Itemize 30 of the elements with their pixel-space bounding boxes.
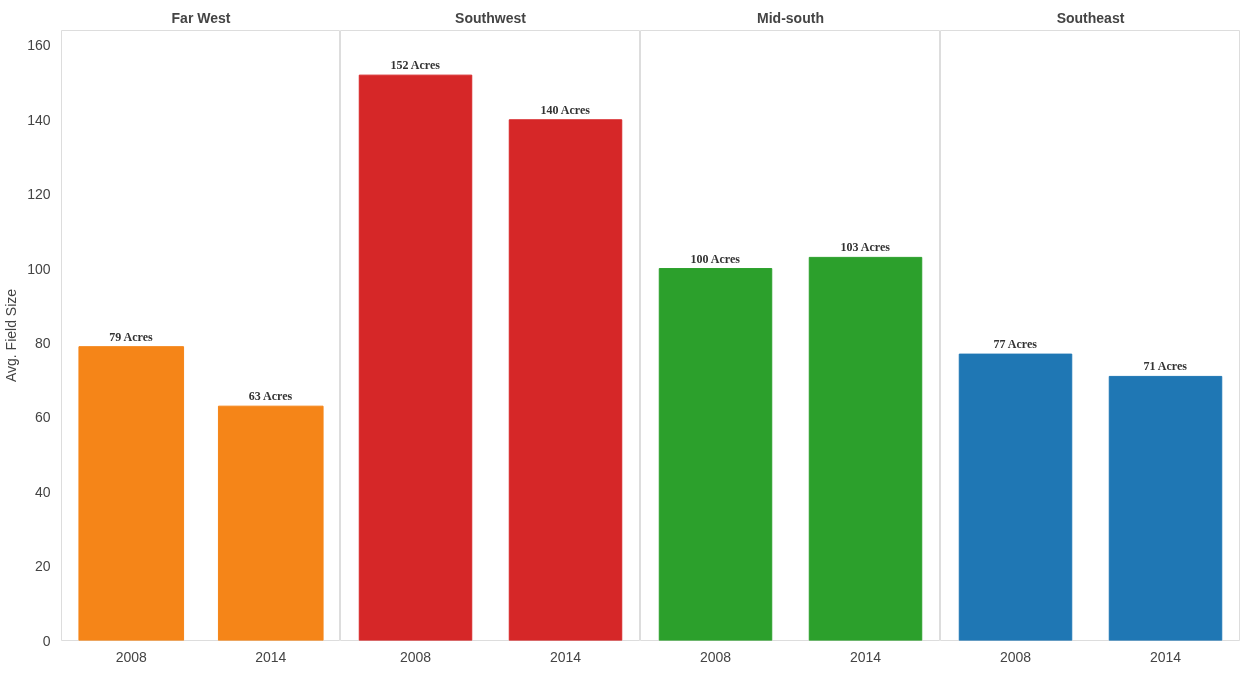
chart-title: Southeast (1056, 9, 1125, 26)
data-label: 79 Acres (109, 329, 153, 344)
y-tick-label: 160 (27, 37, 51, 54)
y-tick-label: 80 (34, 334, 51, 351)
chart-title: Mid-south (757, 9, 824, 26)
data-label: 63 Acres (248, 389, 293, 404)
chart-title: Southwest (455, 9, 527, 26)
x-tick-label: 2014 (849, 648, 882, 665)
x-tick-label: 2008 (115, 648, 148, 665)
y-tick-label: 0 (42, 632, 51, 649)
chart-title: Far West (171, 9, 231, 26)
data-label: 77 Acres (993, 337, 1038, 352)
data-label: 140 Acres (540, 102, 591, 117)
data-label: 103 Acres (840, 240, 891, 255)
data-label: 152 Acres (390, 58, 441, 73)
y-tick-label: 60 (34, 409, 51, 426)
y-tick-label: 140 (27, 111, 51, 128)
data-label: 71 Acres (1143, 359, 1188, 374)
x-tick-label: 2014 (255, 648, 287, 665)
x-tick-label: 2014 (1149, 648, 1182, 665)
data-label: 100 Acres (690, 251, 741, 266)
x-tick-label: 2014 (549, 648, 582, 665)
y-tick-label: 20 (34, 558, 51, 575)
x-tick-label: 2008 (999, 648, 1032, 665)
x-tick-label: 2008 (699, 648, 732, 665)
x-tick-label: 2008 (399, 648, 432, 665)
y-tick-label: 120 (27, 186, 51, 203)
y-tick-label: 100 (27, 260, 51, 277)
y-tick-label: 40 (34, 483, 51, 500)
y-axis-title: Avg. Field Size (3, 288, 20, 383)
